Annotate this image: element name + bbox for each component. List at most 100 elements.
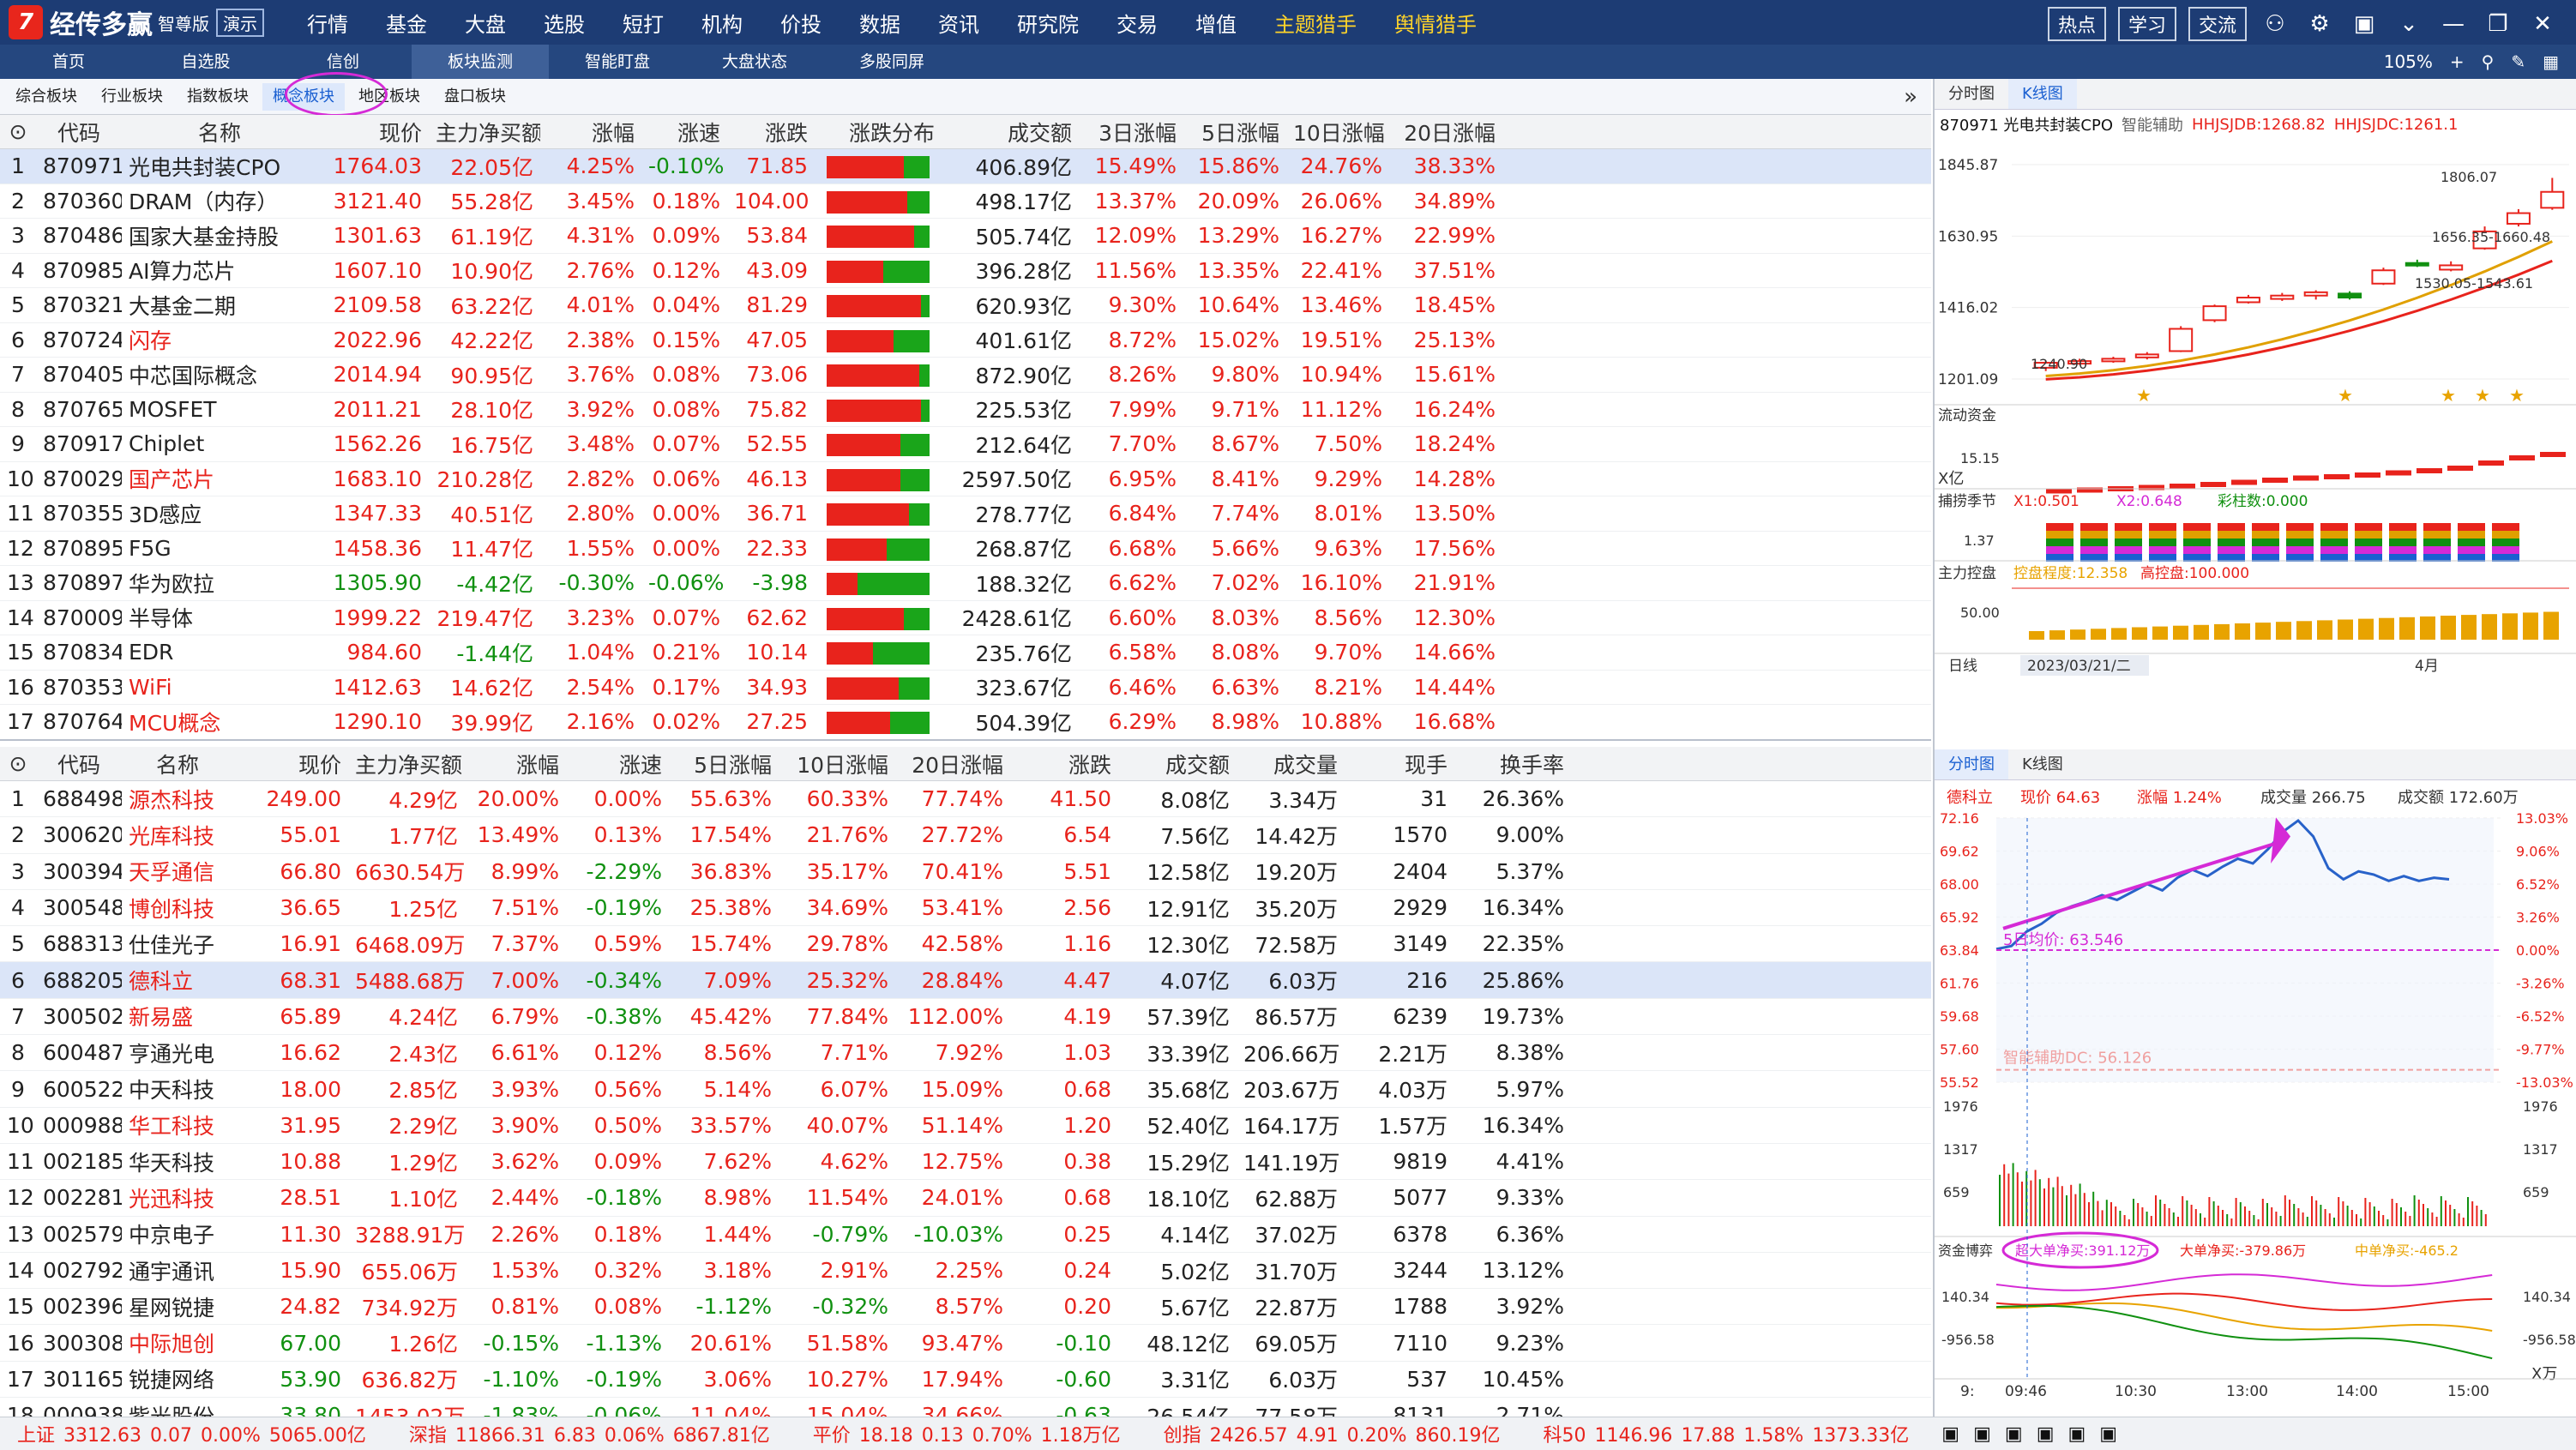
period-label[interactable]: 日线 [1948,658,1977,675]
table-row[interactable]: 8 600487 亨通光电 16.62 2.43亿 6.61% 0.12% 8.56% 7.71… [0,1035,1931,1072]
header-10[interactable]: 成交额 [1165,752,1230,778]
status-item-1[interactable]: 深指 11866.31 6.83 0.06% 6867.81亿 [392,1420,796,1447]
hot-button[interactable]: 热点 [2047,7,2106,41]
tab-kline-2[interactable]: K线图 [2022,755,2063,773]
list-icon[interactable]: ▣ [2067,1423,2086,1445]
status-item-0[interactable]: 上证 3312.63 0.07 0.00% 5065.00亿 [0,1420,392,1447]
tab-1[interactable]: 行业板块 [101,87,163,105]
table-row[interactable]: 16 300308 中际旭创 67.00 1.26亿 -0.15% -1.13% 20.61%… [0,1325,1931,1362]
table-row[interactable]: 7 870405 中芯国际概念 2014.94 90.95亿 3.76% 0.08% 73.0… [0,358,1931,393]
menu-item-12[interactable]: 主题猎手 [1274,12,1357,37]
nav-item-0[interactable]: 首页 [51,52,85,71]
menu-item-1[interactable]: 基金 [386,12,427,37]
table-row[interactable]: 9 600522 中天科技 18.00 2.85亿 3.93% 0.56% 5.14% 6.07… [0,1071,1931,1108]
header-3[interactable]: 主力净买额 [355,752,463,778]
table-row[interactable]: 13 002579 中京电子 11.30 3288.91万 2.26% 0.18% 1.44%… [0,1217,1931,1253]
header-11[interactable]: 成交量 [1273,752,1338,778]
table-row[interactable]: 17 870764 MCU概念 1290.10 39.99亿 2.16% 0.02% 27.2… [0,705,1931,740]
menu-item-10[interactable]: 交易 [1116,12,1158,37]
header-5[interactable]: 涨速 [618,752,662,778]
exchange-button[interactable]: 交流 [2188,7,2247,41]
table-row[interactable]: 6 688205 德科立 68.31 5488.68万 7.00% -0.34% 7.09% 2… [0,962,1931,999]
tab-kline[interactable]: K线图 [2008,79,2077,109]
table-row[interactable]: 16 870353 WiFi 1412.63 14.62亿 2.54% 0.17% 34.93… [0,671,1931,705]
menu-item-6[interactable]: 价投 [780,12,822,37]
table-row[interactable]: 10 870029 国产芯片 1683.10 210.28亿 2.82% 0.06% 46.1… [0,462,1931,496]
minimize-icon[interactable]: — [2442,11,2465,37]
table-row[interactable]: 11 870355 3D感应 1347.33 40.51亿 2.80% 0.00% 36.71… [0,496,1931,532]
settings-icon[interactable]: ⊙ [9,751,27,776]
menu-item-7[interactable]: 数据 [859,12,900,37]
menu-item-11[interactable]: 增值 [1195,12,1237,37]
header-12[interactable]: 20日涨幅 [1404,120,1496,146]
nav-item-6[interactable]: 多股同屏 [858,52,924,71]
header-7[interactable]: 10日涨幅 [797,752,888,778]
table-row[interactable]: 1 870971 光电共封装CPO 1764.03 22.05亿 4.25% -0.10% 7… [0,149,1931,184]
learn-button[interactable]: 学习 [2117,7,2176,41]
header-4[interactable]: 涨幅 [591,120,635,146]
assist-label[interactable]: 智能辅助 [2122,117,2184,135]
table-row[interactable]: 8 870765 MOSFET 2011.21 28.10亿 3.92% 0.08% 75.8… [0,393,1931,427]
table-row[interactable]: 13 870897 华为欧拉 1305.90 -4.42亿 -0.30% -0.06% -3.… [0,566,1931,601]
header-0[interactable]: 代码 [57,120,100,146]
pen-icon[interactable]: ✎ [2511,51,2526,72]
table-row[interactable]: 3 870486 国家大基金持股 1301.63 61.19亿 4.31% 0.09% 53.… [0,219,1931,254]
menu-item-3[interactable]: 选股 [544,12,585,37]
header-13[interactable]: 换手率 [1499,752,1564,778]
header-6[interactable]: 涨跌 [764,120,808,146]
status-item-2[interactable]: 平价 18.18 0.13 0.70% 1.18万亿 [796,1420,1147,1447]
table-row[interactable]: 15 870834 EDR 984.60 -1.44亿 1.04% 0.21% 10.14 23… [0,635,1931,671]
nav-item-3[interactable]: 板块监测 [412,45,549,79]
header-0[interactable]: 代码 [57,752,100,778]
menu-item-0[interactable]: 行情 [307,12,348,37]
table-row[interactable]: 4 870985 AI算力芯片 1607.10 10.90亿 2.76% 0.12% 43.0… [0,254,1931,288]
speaker-icon[interactable]: ▣ [2099,1423,2118,1445]
restore-icon[interactable]: ❐ [2488,11,2508,37]
header-8[interactable]: 20日涨幅 [912,752,1003,778]
header-7[interactable]: 涨跌分布 [848,120,935,146]
nav-item-2[interactable]: 信创 [326,52,359,71]
header-8[interactable]: 成交额 [1007,120,1072,146]
monitor-icon[interactable]: ▣ [2004,1423,2023,1445]
table-row[interactable]: 17 301165 锐捷网络 53.90 636.82万 -1.10% -0.19% 3.06… [0,1362,1931,1399]
header-3[interactable]: 主力净买额 [436,120,540,146]
header-9[interactable]: 涨跌 [1068,752,1111,778]
status-item-3[interactable]: 创指 2426.57 4.91 0.20% 860.19亿 [1147,1420,1526,1447]
chevron-down-icon[interactable]: ⌄ [2399,11,2418,37]
user-icon[interactable]: ⚇ [2265,11,2285,37]
menu-item-5[interactable]: 机构 [701,12,743,37]
table-row[interactable]: 2 300620 光库科技 55.01 1.77亿 13.49% 0.13% 17.54% 21… [0,817,1931,854]
menu-item-13[interactable]: 舆情猎手 [1394,12,1477,37]
calc-icon[interactable]: ▣ [1973,1423,1991,1445]
header-6[interactable]: 5日涨幅 [694,752,772,778]
header-2[interactable]: 现价 [298,752,341,778]
status-item-4[interactable]: 科50 1146.96 17.88 1.58% 1373.33亿 [1526,1420,1935,1447]
table-row[interactable]: 6 870724 闪存 2022.96 42.22亿 2.38% 0.15% 47.05 401… [0,323,1931,358]
expand-icon[interactable]: » [1904,83,1917,110]
header-5[interactable]: 涨速 [677,120,720,146]
table-row[interactable]: 4 300548 博创科技 36.65 1.25亿 7.51% -0.19% 25.38% 34… [0,890,1931,927]
lock-icon[interactable]: ▣ [1941,1423,1960,1445]
nav-item-5[interactable]: 大盘状态 [721,52,787,71]
table-row[interactable]: 9 870917 Chiplet 1562.26 16.75亿 3.48% 0.07% 52.… [0,427,1931,462]
header-4[interactable]: 涨幅 [515,752,559,778]
tab-intraday[interactable]: 分时图 [1948,85,1995,103]
header-12[interactable]: 现手 [1404,752,1447,778]
tab-0[interactable]: 综合板块 [15,87,77,105]
table-row[interactable]: 1 688498 源杰科技 249.00 4.29亿 20.00% 0.00% 55.63% 6… [0,781,1931,818]
tab-5[interactable]: 盘口板块 [444,87,506,105]
table-row[interactable]: 5 870321 大基金二期 2109.58 63.22亿 4.01% 0.04% 81.29… [0,288,1931,323]
table-row[interactable]: 14 002792 通宇通讯 15.90 655.06万 1.53% 0.32% 3.18% 2… [0,1253,1931,1290]
menu-item-2[interactable]: 大盘 [465,12,506,37]
tab-2[interactable]: 指数板块 [187,87,249,105]
nav-item-4[interactable]: 智能盯盘 [584,52,650,71]
table-row[interactable]: 11 002185 华天科技 10.88 1.29亿 3.62% 0.09% 7.62% 4.6… [0,1144,1931,1181]
header-2[interactable]: 现价 [378,120,422,146]
settings-icon[interactable]: ⊙ [9,119,27,144]
header-10[interactable]: 5日涨幅 [1201,120,1279,146]
demo-badge[interactable]: 演示 [216,8,264,37]
zoom-in-icon[interactable]: + [2449,51,2465,72]
pin-icon[interactable]: ⚲ [2481,51,2495,72]
layout-icon[interactable]: ▣ [2353,11,2375,37]
table-row[interactable]: 2 870360 DRAM（内存） 3121.40 55.28亿 3.45% 0.18% 10… [0,184,1931,219]
